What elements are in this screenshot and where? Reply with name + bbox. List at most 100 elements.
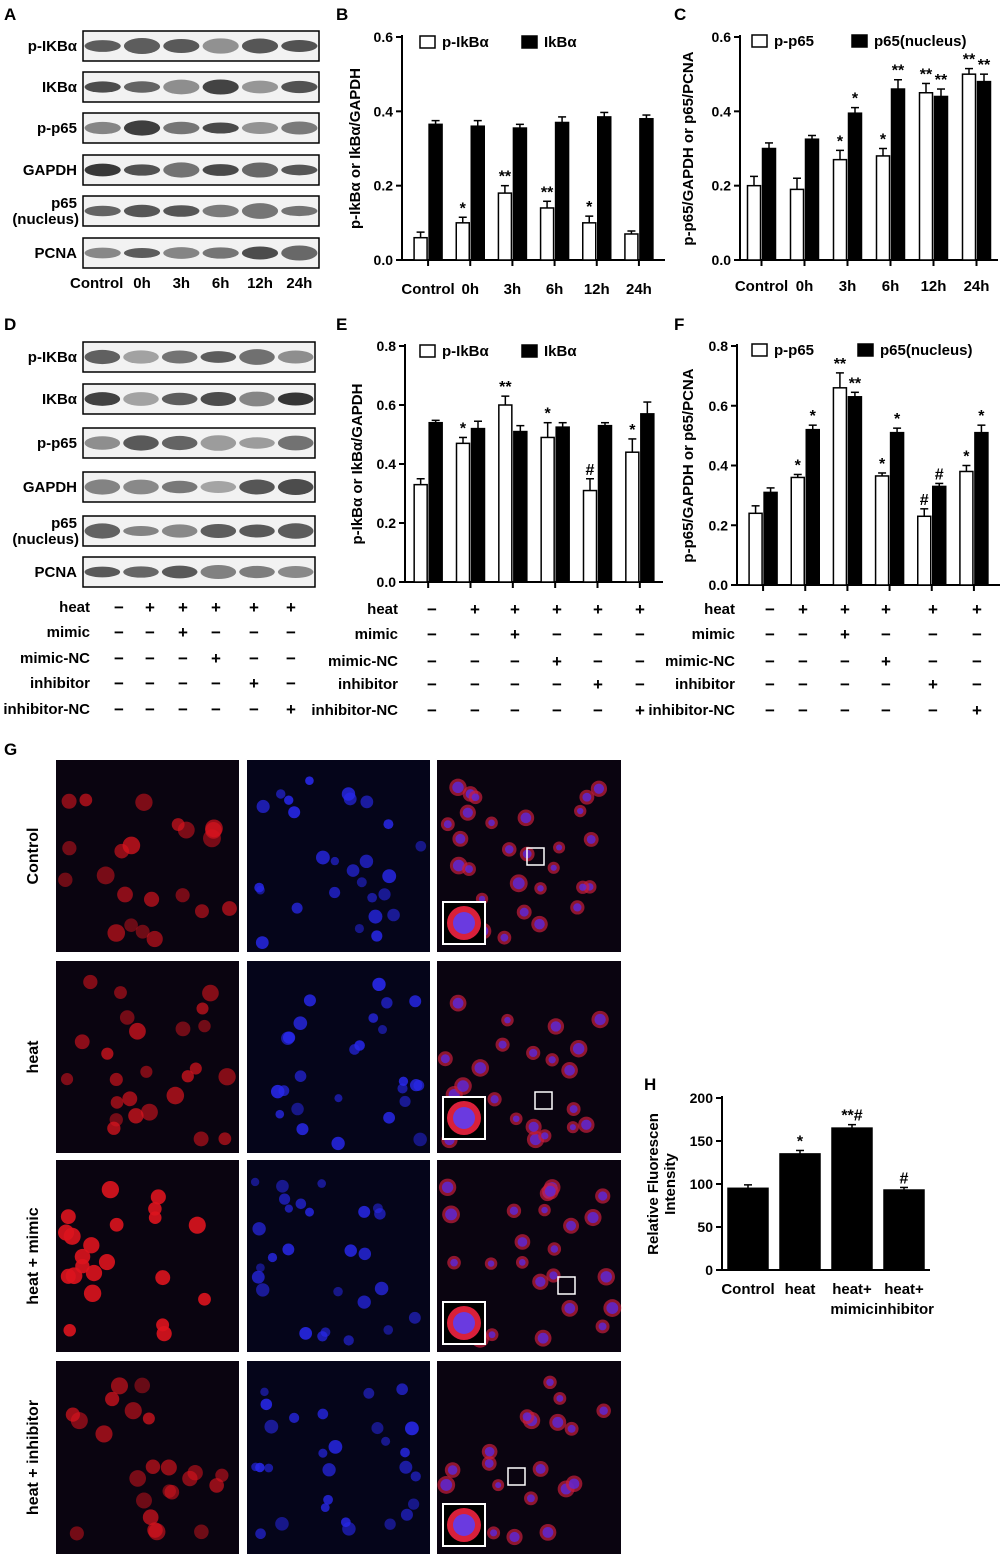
y-tick-label: 0.8 (377, 338, 397, 354)
bar (624, 233, 639, 261)
nucleus (397, 1083, 408, 1094)
nucleus (529, 1048, 538, 1058)
significance-mark: **# (841, 1108, 862, 1125)
blot-label: p-p65 (37, 435, 77, 452)
y-tick-label: 0.6 (374, 29, 394, 45)
nucleus (293, 1016, 308, 1030)
blot-row: p-p65 (37, 112, 320, 144)
nucleus (582, 792, 592, 802)
blot-frame (82, 341, 316, 373)
nucleus (542, 1526, 554, 1538)
y-axis-label: p-IkBα or IkBα/GAPDH (347, 68, 364, 229)
nucleus (556, 1395, 564, 1402)
cell (119, 1010, 135, 1025)
if-image (437, 961, 621, 1153)
bar (640, 413, 655, 583)
cell (136, 1492, 152, 1509)
legend-entry: IkBα (544, 34, 577, 51)
blot-band (84, 205, 121, 217)
bar (790, 476, 805, 586)
x-tick-label: 24h (964, 278, 990, 295)
minus-sign: − (510, 701, 520, 720)
x-tick-label: heat+ inhibitor (874, 1281, 934, 1318)
blot-band (163, 247, 200, 259)
cell (62, 841, 77, 856)
panel-letter-g: G (4, 740, 17, 759)
blot-frame (82, 237, 320, 269)
cell (60, 1268, 76, 1284)
nucleus (359, 854, 374, 869)
cell (164, 1484, 180, 1500)
blot-band (123, 81, 161, 93)
significance-mark: * (963, 449, 970, 466)
legend-swatch (419, 35, 436, 49)
x-tick-label-line: 3h (504, 281, 522, 298)
minus-sign: − (145, 674, 155, 693)
nucleus (512, 877, 525, 890)
blot-band (202, 122, 239, 134)
minus-sign: − (114, 598, 124, 617)
plus-sign: + (249, 674, 259, 693)
cell (193, 1131, 209, 1147)
minus-sign: − (178, 700, 188, 719)
if-image (437, 760, 621, 952)
blot-band (239, 349, 275, 365)
cell (175, 888, 190, 903)
nucleus (569, 1105, 578, 1114)
blot-band (84, 163, 121, 177)
nucleus (284, 795, 294, 805)
nucleus (541, 1132, 549, 1140)
plus-sign: + (211, 649, 221, 668)
cell (63, 1227, 81, 1245)
cell (188, 1216, 206, 1234)
bar (497, 192, 513, 261)
cell (140, 1103, 158, 1121)
nucleus (572, 1042, 585, 1055)
nucleus (498, 1040, 507, 1049)
minus-sign: − (840, 652, 850, 671)
minus-sign: − (211, 700, 221, 719)
plus-sign: + (510, 625, 520, 644)
blot-band (84, 121, 121, 135)
bar (597, 116, 612, 261)
x-tick-label: 24h (626, 281, 652, 298)
y-tick-label: 0.0 (377, 574, 397, 590)
cell (187, 1465, 203, 1481)
blot-lane-label: 24h (286, 275, 312, 292)
blot-lane-label: Control (70, 275, 123, 292)
significance-mark: * (852, 91, 859, 108)
bar (874, 475, 890, 586)
nucleus (410, 1471, 421, 1482)
cell (60, 1073, 74, 1086)
nucleus (360, 795, 374, 809)
minus-sign: − (798, 652, 808, 671)
minus-sign: − (552, 701, 562, 720)
y-tick-label: 0.0 (709, 577, 729, 593)
nucleus (260, 1398, 273, 1411)
if-image-background (247, 1160, 430, 1352)
cell (198, 1019, 211, 1033)
treatment-row-label: mimic-NC (665, 653, 735, 670)
nucleus (289, 1412, 300, 1423)
cell (109, 1113, 123, 1127)
significance-mark: * (978, 408, 985, 425)
nucleus (409, 995, 422, 1008)
minus-sign: − (798, 625, 808, 644)
bar (976, 80, 992, 261)
minus-sign: − (765, 600, 775, 619)
minus-sign: − (635, 675, 645, 694)
nucleus (383, 1325, 394, 1335)
cell (202, 984, 219, 1002)
blot-label: GAPDH (23, 162, 77, 179)
blot-frame (82, 154, 320, 186)
y-tick-label: 0.2 (709, 517, 729, 533)
nucleus (374, 1208, 386, 1220)
nucleus (408, 1498, 420, 1510)
bar (959, 470, 974, 586)
nucleus (270, 1084, 285, 1099)
cell (134, 1377, 151, 1394)
blot-band (277, 523, 314, 539)
blot-label: PCNA (34, 245, 77, 262)
nucleus (305, 776, 314, 786)
nucleus (346, 864, 360, 877)
